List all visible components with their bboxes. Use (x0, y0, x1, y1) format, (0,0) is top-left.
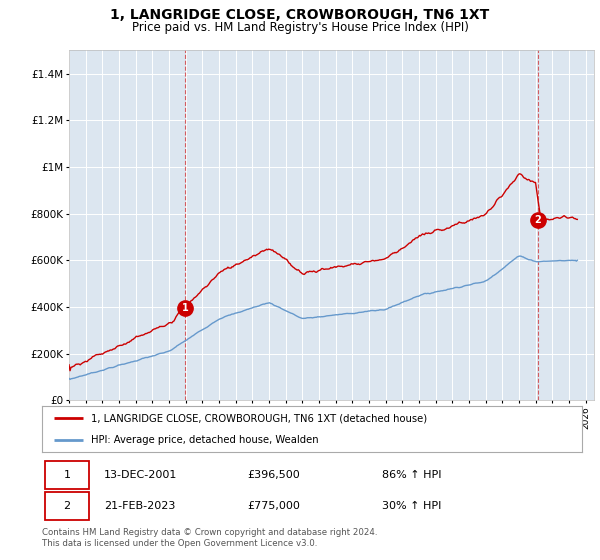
Text: Price paid vs. HM Land Registry's House Price Index (HPI): Price paid vs. HM Land Registry's House … (131, 21, 469, 34)
Text: 1: 1 (64, 470, 70, 480)
Text: 86% ↑ HPI: 86% ↑ HPI (382, 470, 442, 480)
Text: 2: 2 (63, 501, 70, 511)
Text: Contains HM Land Registry data © Crown copyright and database right 2024.
This d: Contains HM Land Registry data © Crown c… (42, 528, 377, 548)
Text: 2: 2 (534, 214, 541, 225)
FancyBboxPatch shape (45, 492, 89, 520)
Text: 13-DEC-2001: 13-DEC-2001 (104, 470, 178, 480)
Text: HPI: Average price, detached house, Wealden: HPI: Average price, detached house, Weal… (91, 435, 318, 445)
Text: 30% ↑ HPI: 30% ↑ HPI (382, 501, 442, 511)
Text: £775,000: £775,000 (247, 501, 300, 511)
Text: £396,500: £396,500 (247, 470, 300, 480)
Text: 1, LANGRIDGE CLOSE, CROWBOROUGH, TN6 1XT: 1, LANGRIDGE CLOSE, CROWBOROUGH, TN6 1XT (110, 8, 490, 22)
Text: 1: 1 (181, 303, 188, 313)
FancyBboxPatch shape (45, 461, 89, 489)
Text: 1, LANGRIDGE CLOSE, CROWBOROUGH, TN6 1XT (detached house): 1, LANGRIDGE CLOSE, CROWBOROUGH, TN6 1XT… (91, 413, 427, 423)
Text: 21-FEB-2023: 21-FEB-2023 (104, 501, 175, 511)
